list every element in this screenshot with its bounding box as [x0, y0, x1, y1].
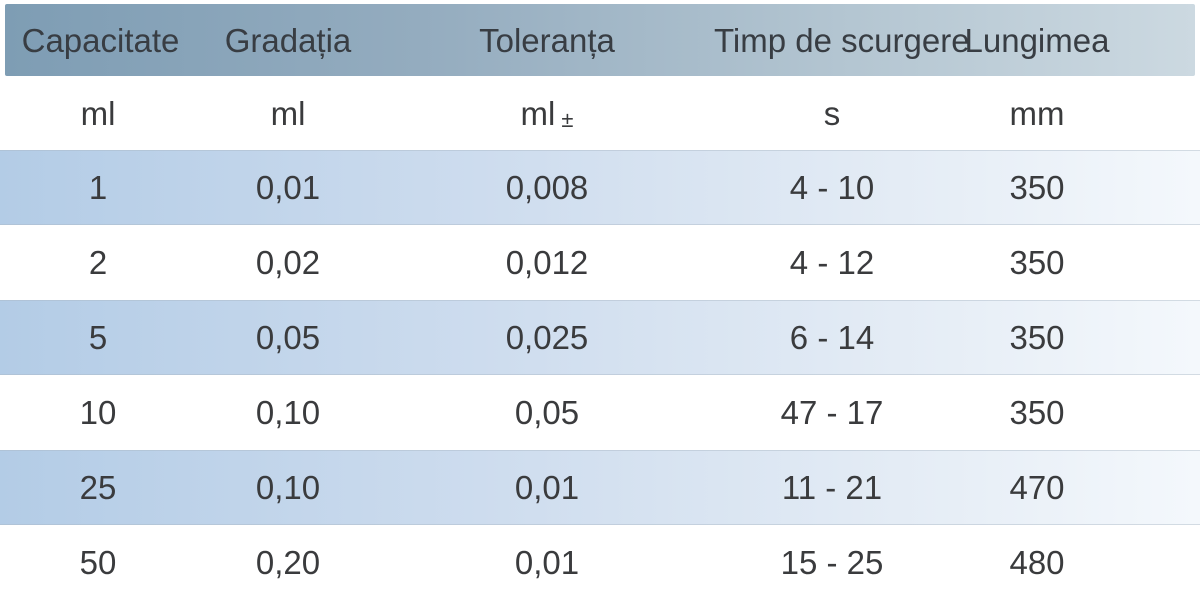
table-row-2ml: 2 0,02 0,012 4 - 12 350	[0, 225, 1200, 300]
table-units-row: ml ml ml ± s mm	[0, 76, 1200, 150]
cell-capacitate: 5	[88, 319, 108, 356]
unit-cell-toleranta: ml ±	[380, 94, 714, 132]
table-row-5ml: 5 0,05 0,025 6 - 14 350	[0, 300, 1200, 375]
cell-timp: 4 - 12	[789, 244, 875, 281]
header-cell-capacitate: Capacitate	[21, 21, 180, 59]
header-cell-gradatia: Gradația	[224, 21, 352, 59]
cell-capacitate: 25	[79, 469, 117, 506]
table-row-1ml: 1 0,01 0,008 4 - 10 350	[0, 150, 1200, 225]
cell-capacitate: 2	[88, 244, 108, 281]
cell-toleranta: 0,025	[505, 319, 589, 356]
unit-value: ml	[520, 94, 556, 132]
cell-lungimea: 350	[1009, 394, 1065, 431]
specification-table: Capacitate Gradația Toleranța Timp de sc…	[0, 4, 1200, 600]
cell-gradatia: 0,01	[255, 169, 321, 206]
cell-gradatia: 0,20	[255, 544, 321, 581]
cell-timp: 15 - 25	[780, 544, 884, 581]
cell-capacitate: 50	[79, 544, 117, 581]
cell-lungimea: 470	[1009, 469, 1065, 506]
cell-gradatia: 0,10	[255, 394, 321, 431]
cell-lungimea: 350	[1009, 319, 1065, 356]
cell-toleranta: 0,01	[514, 469, 580, 506]
unit-cell-timp: s	[823, 94, 841, 132]
cell-lungimea: 350	[1009, 244, 1065, 281]
table-row-10ml: 10 0,10 0,05 47 - 17 350	[0, 375, 1200, 450]
header-cell-lungimea: Lungimea	[964, 21, 1110, 59]
cell-toleranta: 0,05	[514, 394, 580, 431]
cell-gradatia: 0,10	[255, 469, 321, 506]
unit-cell-gradatia: ml	[270, 94, 306, 132]
cell-toleranta: 0,01	[514, 544, 580, 581]
cell-timp: 47 - 17	[780, 394, 884, 431]
cell-capacitate: 10	[79, 394, 117, 431]
cell-gradatia: 0,05	[255, 319, 321, 356]
table-row-25ml: 25 0,10 0,01 11 - 21 470	[0, 450, 1200, 525]
cell-timp: 4 - 10	[789, 169, 875, 206]
cell-lungimea: 350	[1009, 169, 1065, 206]
plus-minus-symbol: ±	[561, 106, 574, 132]
header-cell-toleranta: Toleranța	[479, 21, 615, 59]
unit-cell-capacitate: ml	[80, 94, 116, 132]
cell-capacitate: 1	[88, 169, 108, 206]
cell-toleranta: 0,012	[505, 244, 589, 281]
unit-cell-lungimea: mm	[1009, 94, 1065, 132]
cell-toleranta: 0,008	[505, 169, 589, 206]
cell-lungimea: 480	[1009, 544, 1065, 581]
cell-gradatia: 0,02	[255, 244, 321, 281]
table-header-row: Capacitate Gradația Toleranța Timp de sc…	[5, 4, 1195, 76]
header-cell-timp-de-scurgere: Timp de scurgere	[714, 21, 970, 59]
table-row-50ml: 50 0,20 0,01 15 - 25 480	[0, 525, 1200, 600]
cell-timp: 11 - 21	[781, 469, 883, 506]
cell-timp: 6 - 14	[789, 319, 875, 356]
